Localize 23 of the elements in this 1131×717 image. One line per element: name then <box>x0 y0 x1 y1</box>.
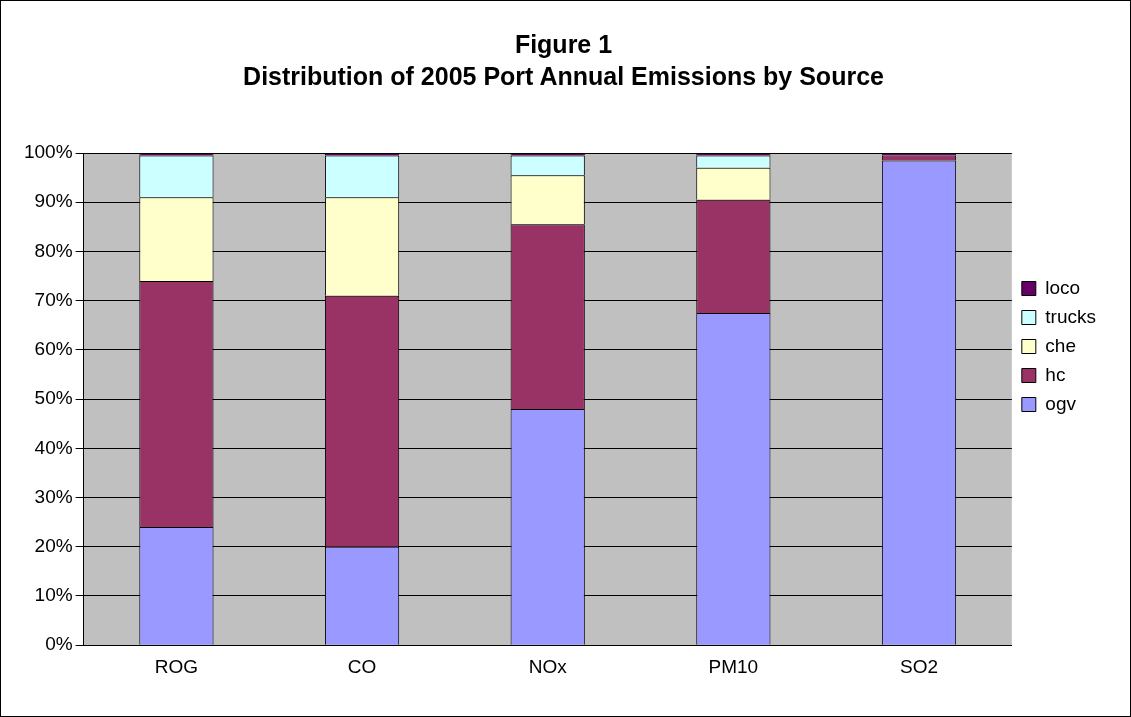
y-tick-label: 20% <box>34 534 73 556</box>
legend-label: loco <box>1045 276 1081 298</box>
legend-label: ogv <box>1045 392 1077 414</box>
x-tick-label: NOx <box>528 655 568 677</box>
x-tick-label: SO2 <box>899 655 939 677</box>
x-tick-label: PM10 <box>708 655 759 677</box>
y-tick-label: 90% <box>34 190 73 212</box>
y-tick-label: 40% <box>34 436 73 458</box>
y-tick-label: 10% <box>34 584 73 606</box>
legend-label: che <box>1045 334 1076 356</box>
chart-title: Figure 1 <box>514 29 613 58</box>
x-tick-label: CO <box>347 655 377 677</box>
chart-subtitle: Distribution of 2005 Port Annual Emissions by Source <box>243 61 885 90</box>
y-tick-label: 100% <box>23 141 73 163</box>
y-tick-label: 80% <box>34 239 73 261</box>
legend-label: hc <box>1045 363 1066 385</box>
x-tick-label: ROG <box>154 655 199 677</box>
y-tick-label: 30% <box>34 485 73 507</box>
y-tick-label: 50% <box>34 387 73 409</box>
y-tick-label: 60% <box>34 338 73 360</box>
y-tick-label: 70% <box>34 288 73 310</box>
legend-label: trucks <box>1045 305 1097 327</box>
y-tick-label: 0% <box>45 633 73 655</box>
